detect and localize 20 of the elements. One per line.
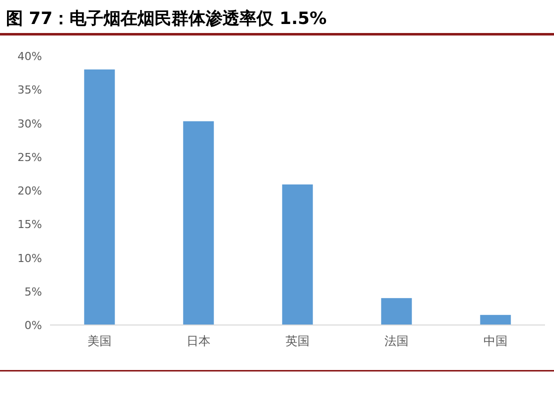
y-tick-label: 30% bbox=[18, 117, 42, 130]
x-tick-label: 英国 bbox=[286, 334, 310, 348]
y-tick-label: 25% bbox=[18, 150, 42, 164]
y-tick-label: 15% bbox=[18, 218, 42, 232]
chart-title: 图 77：电子烟在烟民群体渗透率仅 1.5% bbox=[6, 9, 327, 29]
x-tick-label: 中国 bbox=[484, 334, 508, 348]
y-tick-label: 0% bbox=[24, 319, 42, 332]
x-tick-label: 美国 bbox=[88, 334, 112, 348]
x-tick-label: 法国 bbox=[384, 334, 408, 348]
bar bbox=[282, 184, 313, 325]
bar bbox=[381, 298, 412, 325]
y-tick-label: 5% bbox=[24, 285, 42, 298]
bar bbox=[84, 69, 115, 325]
bar bbox=[183, 121, 214, 325]
bar bbox=[480, 314, 511, 325]
y-tick-label: 10% bbox=[18, 252, 42, 265]
x-tick-label: 日本 bbox=[186, 334, 210, 348]
y-tick-label: 35% bbox=[18, 84, 42, 97]
y-tick-label: 40% bbox=[18, 50, 42, 63]
y-tick-label: 20% bbox=[18, 184, 42, 198]
